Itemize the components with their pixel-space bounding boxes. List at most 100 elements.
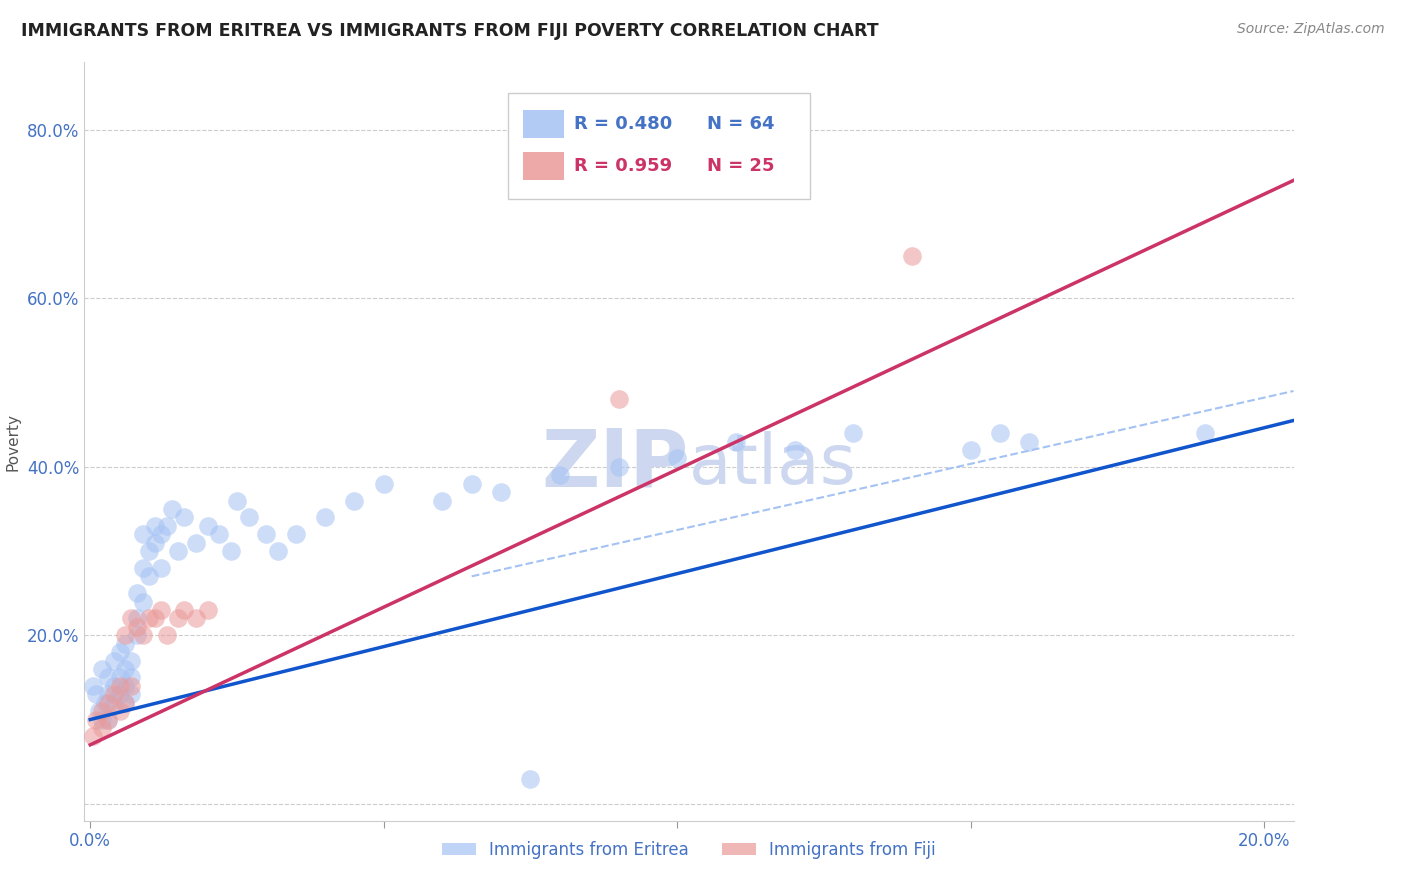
Point: [724, 434, 747, 449]
Point: [167, 544, 190, 558]
Point: [120, 679, 142, 693]
Point: [108, 687, 131, 701]
Point: [108, 704, 131, 718]
Point: [162, 502, 184, 516]
Point: [489, 485, 512, 500]
Point: [208, 527, 231, 541]
Legend: Immigrants from Eritrea, Immigrants from Fiji: Immigrants from Eritrea, Immigrants from…: [436, 834, 942, 865]
Point: [267, 544, 290, 558]
Point: [132, 594, 155, 608]
Point: [149, 561, 172, 575]
Point: [120, 611, 142, 625]
Point: [959, 442, 981, 457]
Point: [173, 603, 195, 617]
Point: [197, 603, 219, 617]
Point: [461, 476, 484, 491]
Point: [127, 586, 149, 600]
FancyBboxPatch shape: [523, 111, 564, 138]
Point: [138, 544, 160, 558]
Y-axis label: Poverty: Poverty: [6, 412, 20, 471]
Point: [108, 679, 131, 693]
Text: Source: ZipAtlas.com: Source: ZipAtlas.com: [1237, 22, 1385, 37]
Point: [373, 476, 395, 491]
Point: [120, 670, 142, 684]
Point: [607, 392, 630, 407]
Point: [143, 518, 166, 533]
Point: [84, 687, 107, 701]
Point: [91, 704, 114, 718]
Point: [666, 451, 689, 466]
Point: [114, 696, 136, 710]
Point: [108, 670, 131, 684]
Point: [103, 654, 125, 668]
Point: [149, 527, 172, 541]
Point: [120, 687, 142, 701]
Point: [238, 510, 260, 524]
Point: [1194, 426, 1216, 441]
Point: [143, 535, 166, 549]
Point: [143, 611, 166, 625]
Text: atlas: atlas: [689, 431, 856, 498]
Point: [127, 628, 149, 642]
Point: [97, 670, 120, 684]
Point: [343, 493, 366, 508]
Text: R = 0.959: R = 0.959: [574, 157, 672, 175]
Point: [82, 679, 104, 693]
FancyBboxPatch shape: [508, 93, 810, 199]
Point: [84, 713, 107, 727]
Point: [155, 518, 177, 533]
Point: [314, 510, 336, 524]
Point: [184, 611, 207, 625]
Point: [132, 527, 155, 541]
Point: [432, 493, 454, 508]
Point: [548, 468, 571, 483]
Point: [988, 426, 1011, 441]
Point: [94, 696, 117, 710]
Point: [91, 662, 114, 676]
Point: [97, 713, 120, 727]
Text: ZIP: ZIP: [541, 425, 689, 503]
Point: [1018, 434, 1040, 449]
Point: [114, 679, 136, 693]
Point: [197, 518, 219, 533]
Point: [254, 527, 277, 541]
Point: [149, 603, 172, 617]
Point: [138, 611, 160, 625]
Point: [607, 459, 630, 474]
Point: [82, 730, 104, 744]
Point: [97, 713, 120, 727]
Point: [173, 510, 195, 524]
Point: [97, 687, 120, 701]
Point: [127, 611, 149, 625]
Point: [91, 721, 114, 735]
Point: [184, 535, 207, 549]
Point: [132, 628, 155, 642]
Point: [138, 569, 160, 583]
Point: [114, 628, 136, 642]
Point: [226, 493, 249, 508]
Point: [901, 249, 924, 263]
Text: N = 64: N = 64: [707, 115, 775, 133]
FancyBboxPatch shape: [523, 152, 564, 180]
Point: [114, 662, 136, 676]
Point: [108, 645, 131, 659]
Point: [219, 544, 242, 558]
Point: [103, 679, 125, 693]
Point: [842, 426, 865, 441]
Point: [91, 713, 114, 727]
Point: [519, 772, 541, 786]
Point: [97, 696, 120, 710]
Point: [103, 696, 125, 710]
Point: [114, 696, 136, 710]
Point: [167, 611, 190, 625]
Point: [120, 654, 142, 668]
Point: [284, 527, 307, 541]
Point: [103, 687, 125, 701]
Text: R = 0.480: R = 0.480: [574, 115, 672, 133]
Point: [114, 637, 136, 651]
Point: [87, 704, 110, 718]
Text: N = 25: N = 25: [707, 157, 775, 175]
Point: [155, 628, 177, 642]
Point: [127, 620, 149, 634]
Point: [783, 442, 806, 457]
